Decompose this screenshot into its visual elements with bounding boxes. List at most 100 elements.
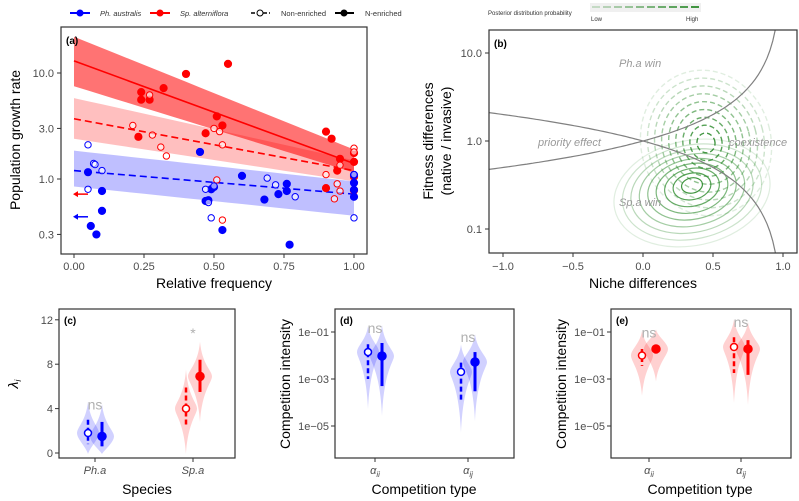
- significance-ns: ns: [88, 397, 103, 413]
- density-contour-dashed: [689, 124, 723, 162]
- density-contour-solid: [621, 143, 763, 241]
- panel-e-frame: [610, 308, 792, 459]
- data-point-sp_enriched: [181, 69, 191, 79]
- data-point-ph_non: [207, 214, 215, 222]
- data-point-sp_enriched: [335, 154, 345, 163]
- data-point-ph_non: [291, 193, 299, 201]
- region-priority-effect: priority effect: [537, 137, 602, 149]
- alpha-symbol: α: [736, 465, 743, 477]
- data-point-ph_non: [271, 181, 280, 189]
- x-tick-label: 0.5: [705, 261, 720, 273]
- density-contour-solid: [630, 148, 754, 235]
- regression-line-ph_non: [73, 169, 355, 195]
- density-contour-dashed: [675, 108, 737, 178]
- y-tick-label: 0: [47, 448, 53, 460]
- panel-a: (a) 0.00 0.25 0.50 0.75 1.00 0.3 1.0 3.0 10.0 Re…: [7, 26, 368, 291]
- data-point-sp_enriched: [349, 157, 359, 166]
- data-point-ph_enriched: [237, 171, 247, 180]
- data-point-sp_non: [129, 121, 137, 130]
- panel-e-xlabel: Competition type: [647, 481, 752, 497]
- panel-b-label: (b): [494, 39, 507, 50]
- regression-line-sp_non: [73, 117, 355, 172]
- data-point-ph_non: [210, 182, 218, 190]
- y-tick-label: 0.3: [39, 229, 54, 241]
- y-tick-label: 3.0: [39, 123, 54, 135]
- alpha-symbol: α: [644, 465, 651, 477]
- y-tick-label: 1e−05: [298, 421, 329, 433]
- x-tick-label: Sp.a: [182, 465, 205, 477]
- legend-b: Posterior distribution probability Low H…: [488, 3, 701, 23]
- alpha-subscript: ii: [650, 470, 654, 479]
- data-point-sp_non: [145, 91, 154, 99]
- data-point-sp_non: [218, 141, 227, 149]
- violin: [644, 329, 668, 382]
- data-point-ph_non: [84, 185, 92, 193]
- alpha-subscript: ii: [376, 470, 380, 479]
- x-tick-label: αij: [463, 465, 473, 479]
- panel-a-ylabel: Population growth rate: [7, 70, 23, 210]
- median-point: [743, 344, 753, 354]
- y-tick-label: 10.0: [33, 68, 54, 80]
- x-tick-label: 0.75: [273, 261, 294, 273]
- lambda-symbol: λ: [5, 381, 21, 389]
- panel-c-xlabel: Species: [122, 481, 172, 497]
- panel-c-label: (c): [64, 316, 76, 327]
- legend-sp-label: Sp. alterniflora: [180, 9, 228, 18]
- significance-ns: ns: [368, 320, 383, 336]
- confidence-band-sp_non: [74, 98, 354, 182]
- panel-c-ylabel: λi: [5, 379, 23, 390]
- median-point: [377, 351, 387, 361]
- legend-ph-dot: [76, 9, 84, 17]
- data-point-sp_enriched: [321, 184, 331, 193]
- data-point-ph_enriched: [83, 168, 93, 177]
- density-contour-dashed: [653, 85, 759, 201]
- violin: [631, 330, 653, 396]
- region-sp-win: Sp.a win: [619, 197, 661, 209]
- panel-b-ylabel-1: Fitness differences: [420, 82, 436, 199]
- data-point-ph_enriched: [92, 230, 101, 239]
- y-tick-label: 1e−01: [574, 327, 605, 339]
- legend-n-dot: [340, 9, 348, 17]
- region-ph-win: Ph.a win: [619, 58, 661, 70]
- panel-d-xlabel: Competition type: [371, 481, 476, 497]
- density-contour-solid: [613, 138, 771, 248]
- data-point-ph_enriched: [282, 179, 291, 188]
- data-point-ph_enriched: [349, 185, 359, 194]
- median-point: [195, 371, 205, 382]
- data-point-sp_enriched: [159, 84, 168, 93]
- legend-b-key-bg: [590, 3, 701, 12]
- x-tick-label: αii: [370, 465, 380, 479]
- y-tick-label: 1.0: [39, 174, 54, 186]
- data-point-sp_non: [162, 152, 171, 160]
- lambda-subscript: i: [13, 379, 23, 382]
- median-point: [97, 431, 107, 442]
- x-tick-label: 0.0: [635, 261, 650, 273]
- panel-b: (b) Ph.a win priority effect coexistence…: [420, 29, 798, 291]
- data-point-ph_enriched: [195, 147, 205, 157]
- panel-c-frame: [58, 308, 236, 459]
- significance-ns: ns: [642, 324, 657, 340]
- x-tick-label: 1.0: [775, 261, 790, 273]
- x-tick-label: Ph.a: [84, 465, 107, 477]
- median-point: [363, 347, 373, 357]
- density-contour-dashed: [696, 132, 716, 154]
- data-point-sp_enriched: [327, 134, 336, 143]
- alpha-subscript: ij: [742, 470, 746, 479]
- legend-b-high: High: [686, 17, 698, 23]
- data-point-ph_non: [350, 214, 358, 222]
- legend-b-title: Posterior distribution probability: [488, 11, 572, 17]
- x-tick-label: −1.0: [492, 261, 514, 273]
- x-tick-label: −0.5: [562, 261, 584, 273]
- x-tick-label: αii: [644, 465, 654, 479]
- data-point-sp_non: [322, 170, 330, 179]
- x-tick-label: 0.25: [133, 261, 154, 273]
- y-tick-label: 1.0: [467, 136, 482, 148]
- data-point-ph_non: [91, 160, 99, 169]
- data-point-ph_enriched: [97, 186, 107, 196]
- y-tick-label: 10.0: [461, 48, 482, 60]
- data-point-ph_enriched: [349, 178, 359, 187]
- panel-b-ylabel-2: (native / invasive): [438, 87, 454, 196]
- median-point: [83, 428, 93, 438]
